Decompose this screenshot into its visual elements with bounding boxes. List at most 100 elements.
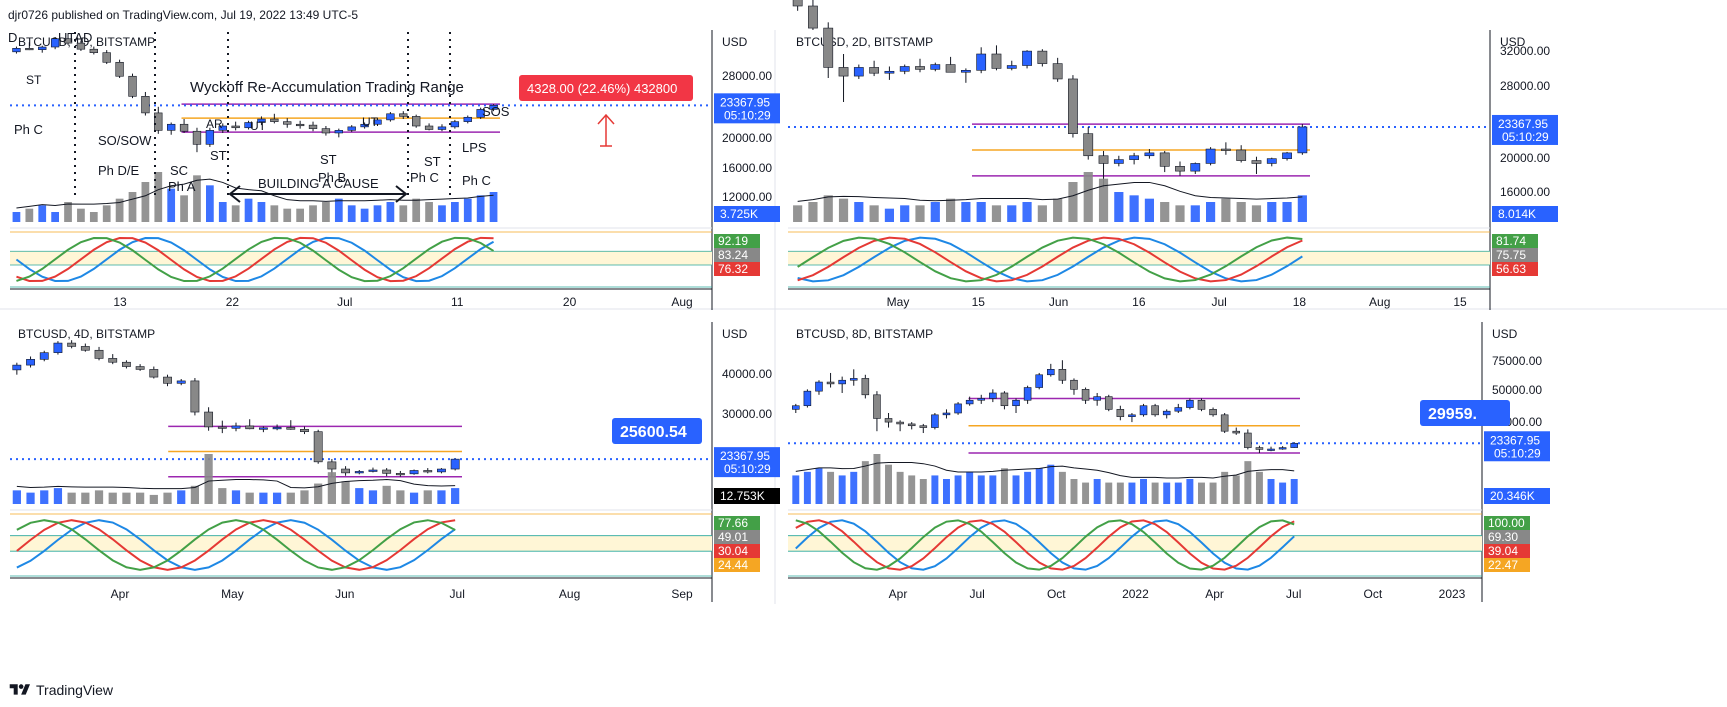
osc-value-box: [714, 234, 760, 248]
volume-box: [714, 488, 780, 504]
volume-bar: [412, 198, 421, 222]
volume-bar: [1000, 468, 1008, 504]
volume-bar: [1174, 482, 1182, 504]
candle-body: [1297, 126, 1308, 154]
candle-body: [190, 380, 200, 413]
volume-bar: [1175, 205, 1185, 222]
volume-bar: [218, 488, 227, 504]
candle-body: [960, 70, 971, 73]
wyckoff-label: Ph A: [168, 179, 196, 194]
volume-bar: [896, 471, 904, 504]
volume-bar: [1140, 479, 1147, 504]
date-tick-label: 18: [1293, 295, 1307, 309]
candle-body: [1023, 387, 1032, 401]
symbol-label: BTCUSD, 8D, BITSTAMP: [796, 327, 933, 341]
volume-bar: [386, 202, 395, 222]
volume-bar: [1007, 205, 1017, 222]
date-tick-label: 16: [1132, 295, 1146, 309]
footer[interactable]: TradingView: [0, 676, 400, 704]
date-tick-label: May: [887, 295, 910, 309]
osc-value-box: [714, 516, 760, 530]
candle-body: [1190, 163, 1201, 172]
candle-body: [1278, 447, 1287, 450]
volume-bar: [231, 490, 241, 504]
volume-bar: [12, 490, 21, 504]
candle-body: [409, 470, 419, 475]
volume-bar: [425, 202, 433, 222]
volume-bar: [167, 188, 176, 222]
volume-bar: [257, 202, 266, 222]
candle-body: [991, 53, 1002, 69]
volume-bar: [108, 492, 117, 504]
candle-body: [412, 116, 421, 127]
candle-body: [977, 398, 986, 401]
candle-body: [179, 123, 189, 132]
candle-body: [272, 427, 282, 430]
date-tick-label: Jun: [1049, 295, 1068, 309]
volume-bar: [1105, 482, 1113, 504]
osc-value-label: 56.63: [1496, 262, 1526, 276]
osc-series-line: [16, 519, 456, 571]
candle-body: [102, 52, 111, 63]
candle-body: [1139, 405, 1148, 416]
candle-body: [823, 27, 834, 68]
volume-bar: [218, 202, 227, 222]
date-tick-label: May: [221, 587, 244, 601]
volume-bar: [245, 492, 254, 504]
volume-bar: [26, 492, 35, 504]
candle-body: [1083, 133, 1094, 157]
volume-bar: [163, 492, 172, 504]
volume-bar: [1282, 202, 1292, 222]
candle-body: [1255, 447, 1264, 450]
osc-band: [788, 535, 1482, 552]
volume-label: 20.346K: [1490, 489, 1535, 503]
wyckoff-label: D: [8, 30, 17, 45]
candle-body: [135, 366, 145, 370]
candle-body: [25, 48, 34, 51]
candle-body: [1037, 50, 1048, 64]
volume-bar: [355, 488, 364, 504]
osc-value-box: [1492, 248, 1538, 262]
volume-bar: [154, 172, 163, 222]
volume-bar: [128, 192, 137, 222]
osc-value-label: 49.01: [718, 530, 748, 544]
date-tick-label: 13: [113, 295, 127, 309]
candle-body: [192, 130, 202, 145]
date-tick-label: Jul: [969, 587, 984, 601]
candle-body: [1070, 379, 1078, 390]
osc-value-box: [1492, 262, 1538, 276]
candle-body: [149, 369, 159, 378]
candle-body: [1068, 78, 1078, 134]
volume-ma-line: [16, 479, 456, 490]
date-tick-label: Apr: [111, 587, 130, 601]
volume-bar: [368, 490, 378, 504]
date-tick-label: 22: [226, 295, 240, 309]
volume-bar: [1190, 205, 1200, 222]
date-tick-label: Aug: [559, 587, 580, 601]
candle-body: [354, 471, 364, 474]
volume-bar: [1083, 172, 1093, 222]
volume-bar: [309, 205, 317, 222]
volume-bar: [1058, 471, 1066, 504]
volume-bar: [81, 492, 90, 504]
date-tick-label: Sep: [671, 587, 693, 601]
volume-bar: [869, 205, 879, 222]
osc-series-line: [797, 236, 1303, 283]
candle-body: [167, 123, 176, 131]
wyckoff-annotations: 4328.00 (22.46%) 432800 UTAD D ST Wyckoff Re…: [8, 30, 693, 203]
osc-value-box: [714, 530, 760, 544]
volume-box: [1484, 488, 1550, 504]
wyckoff-label: UT: [250, 119, 267, 133]
volume-bar: [270, 205, 279, 222]
candle-body: [899, 66, 910, 72]
date-tick-label: 11: [451, 295, 464, 309]
measure-label: 4328.00 (22.46%) 432800: [527, 81, 677, 96]
candle-body: [1113, 159, 1124, 164]
candle-body: [1159, 152, 1170, 167]
candle-body: [1093, 396, 1101, 401]
date-tick-label: 15: [1453, 295, 1467, 309]
candle-body: [244, 122, 253, 129]
symbol-label: BTCUSD, 4D, BITSTAMP: [18, 327, 155, 341]
price-tick-label: 16000.00: [722, 161, 772, 175]
